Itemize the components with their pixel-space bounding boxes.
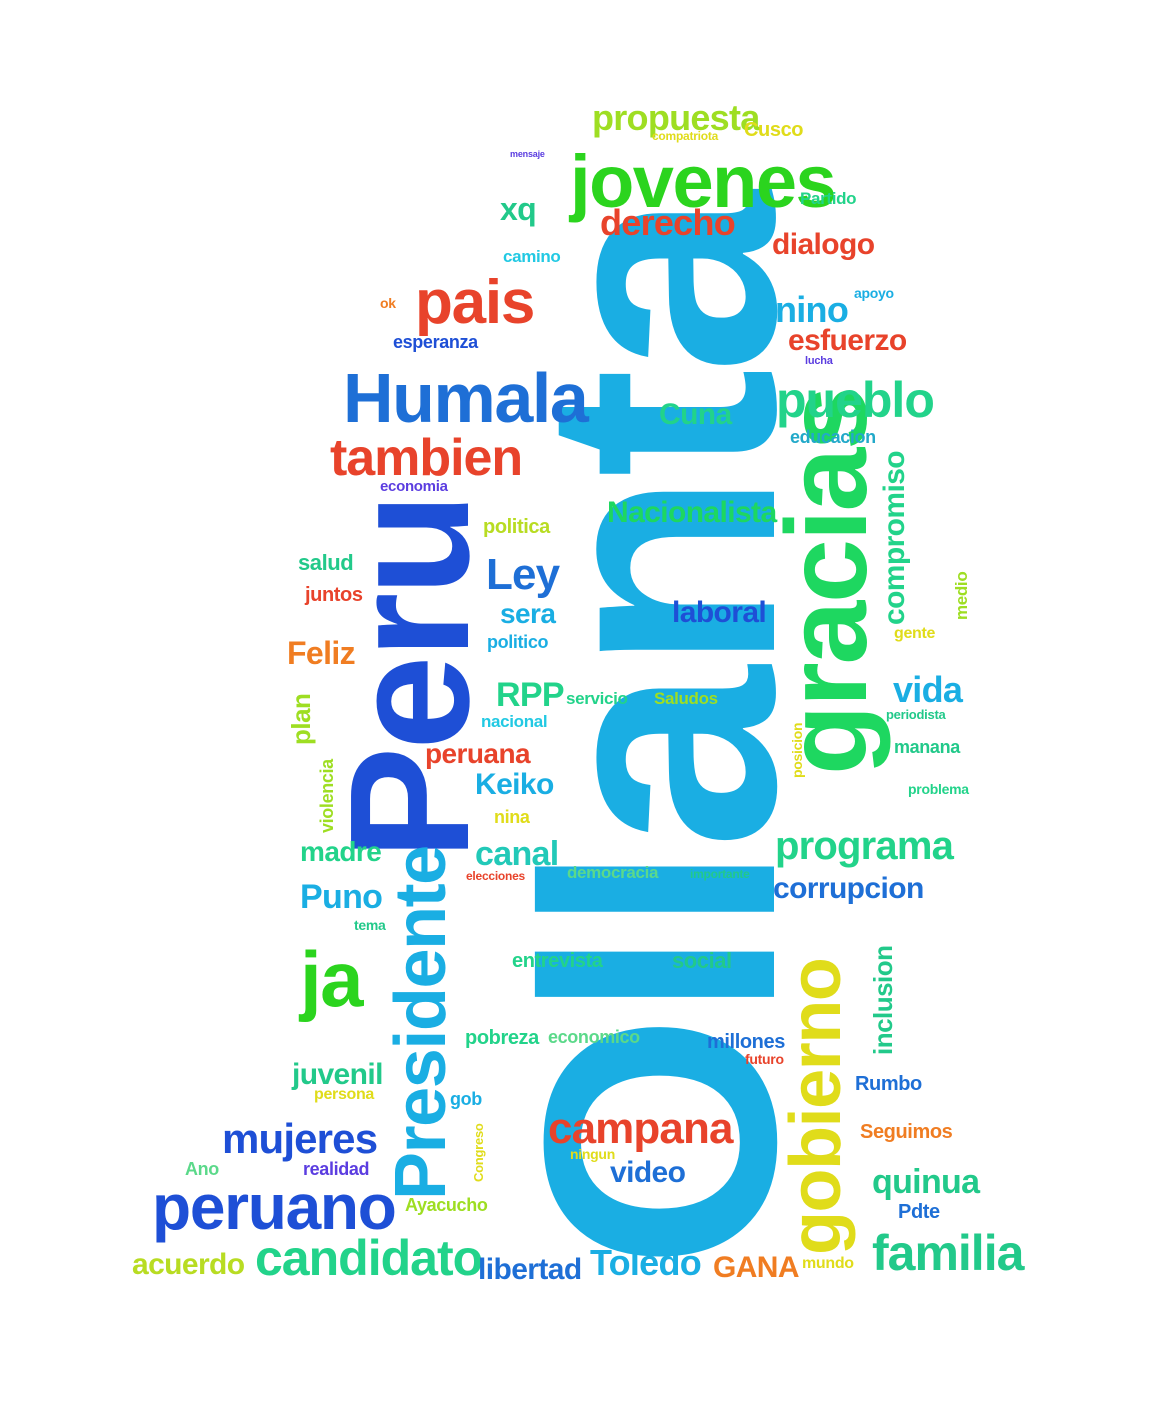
word-mujeres: mujeres bbox=[222, 1115, 378, 1162]
word-canal: canal bbox=[475, 835, 559, 873]
word-mensaje: mensaje bbox=[510, 149, 545, 159]
word-ayacucho: Ayacucho bbox=[405, 1195, 488, 1215]
word-nina: nina bbox=[494, 807, 530, 827]
word-humala: Humala bbox=[343, 359, 589, 437]
word-video: video bbox=[610, 1156, 686, 1189]
word-presidente: Presidente bbox=[381, 846, 461, 1200]
word-peruano: peruano bbox=[152, 1171, 397, 1243]
word-manana: manana bbox=[894, 737, 960, 757]
word-juntos: juntos bbox=[305, 584, 363, 606]
word-rpp: RPP bbox=[496, 676, 565, 714]
word-educacion: educacion bbox=[790, 427, 876, 447]
word-corrupcion: corrupcion bbox=[773, 872, 924, 905]
word-seguimos: Seguimos bbox=[860, 1121, 953, 1143]
word-tambien: tambien bbox=[330, 429, 523, 487]
word-pueblo: pueblo bbox=[776, 372, 935, 428]
word-cuna: Cuna bbox=[659, 398, 732, 431]
word-ja: ja bbox=[300, 935, 363, 1023]
word-compatriota: compatriota bbox=[652, 129, 719, 143]
word-gente: gente bbox=[894, 625, 936, 642]
word-nacionalista: Nacionalista bbox=[607, 496, 777, 529]
word-congreso: Congreso bbox=[471, 1123, 486, 1182]
word-mundo: mundo bbox=[802, 1255, 854, 1272]
word-esperanza: esperanza bbox=[393, 332, 478, 352]
word-social: social bbox=[672, 948, 732, 973]
word-camino: camino bbox=[503, 247, 561, 266]
word-quinua: quinua bbox=[872, 1163, 980, 1201]
word-plan: plan bbox=[286, 693, 316, 745]
word-libertad: libertad bbox=[478, 1253, 582, 1286]
word-pais: pais bbox=[415, 268, 535, 337]
word-violencia: violencia bbox=[317, 759, 337, 833]
word-propuesta: propuesta bbox=[592, 97, 760, 138]
word-problema: problema bbox=[908, 781, 969, 797]
word-acuerdo: acuerdo bbox=[132, 1248, 245, 1281]
word-periodista: periodista bbox=[886, 707, 946, 722]
word-partido: Partido bbox=[800, 189, 857, 208]
word-nacional: nacional bbox=[481, 712, 548, 731]
word-persona: persona bbox=[314, 1086, 375, 1103]
word-laboral: laboral bbox=[672, 596, 767, 629]
word-rumbo: Rumbo bbox=[855, 1073, 922, 1095]
word-sera: sera bbox=[500, 598, 556, 629]
word-servicio: servicio bbox=[566, 689, 628, 708]
word-economico: economico bbox=[548, 1027, 640, 1047]
word-entrevista: entrevista bbox=[512, 950, 603, 972]
word-jovenes: jovenes bbox=[570, 140, 837, 223]
word-futuro: futuro bbox=[745, 1051, 784, 1067]
word-ano: Ano bbox=[185, 1159, 219, 1179]
word-lucha: lucha bbox=[805, 355, 833, 367]
word-madre: madre bbox=[300, 836, 382, 867]
word-ok: ok bbox=[380, 295, 396, 311]
word-medio: medio bbox=[952, 571, 971, 620]
word-importante: importante bbox=[690, 867, 750, 881]
word-gob: gob bbox=[450, 1089, 482, 1109]
word-peruana: peruana bbox=[425, 738, 531, 769]
word-nino: nino bbox=[775, 289, 849, 330]
word-salud: salud bbox=[298, 550, 354, 575]
word-keiko: Keiko bbox=[475, 768, 554, 801]
word-esfuerzo: esfuerzo bbox=[788, 324, 907, 357]
word-toledo: Toledo bbox=[590, 1242, 702, 1283]
word-elecciones: elecciones bbox=[466, 869, 525, 883]
word-economia: economia bbox=[380, 478, 448, 495]
word-democracia: democracia bbox=[567, 863, 659, 882]
word-pobreza: pobreza bbox=[465, 1027, 539, 1049]
word-saludos: Saludos bbox=[654, 689, 718, 708]
word-feliz: Feliz bbox=[287, 635, 356, 671]
word-programa: programa bbox=[775, 824, 954, 868]
word-tema: tema bbox=[354, 917, 386, 933]
word-ningun: ningun bbox=[570, 1146, 615, 1162]
word-familia: familia bbox=[872, 1225, 1024, 1281]
word-cusco: Cusco bbox=[744, 119, 804, 141]
word-millones: millones bbox=[707, 1031, 785, 1053]
word-vida: vida bbox=[893, 669, 963, 710]
word-campana: campana bbox=[548, 1104, 733, 1153]
word-realidad: realidad bbox=[303, 1159, 370, 1179]
word-dialogo: dialogo bbox=[772, 228, 875, 261]
word-ley: Ley bbox=[486, 550, 560, 599]
word-pdte: Pdte bbox=[898, 1201, 940, 1223]
word-puno: Puno bbox=[300, 878, 383, 916]
word-inclusion: inclusion bbox=[868, 945, 898, 1055]
word-gobierno: gobierno bbox=[776, 958, 856, 1255]
word-politica: politica bbox=[483, 516, 550, 538]
word-politico: politico bbox=[487, 632, 549, 652]
word-candidato: candidato bbox=[255, 1230, 483, 1286]
word-apoyo: apoyo bbox=[854, 285, 894, 301]
word-juvenil: juvenil bbox=[292, 1058, 383, 1091]
word-compromiso: compromiso bbox=[878, 450, 911, 625]
word-gana: GANA bbox=[713, 1251, 800, 1284]
word-derecho: derecho bbox=[600, 202, 736, 243]
word-xq: xq bbox=[500, 191, 537, 227]
word-posicion: posicion bbox=[789, 722, 805, 778]
